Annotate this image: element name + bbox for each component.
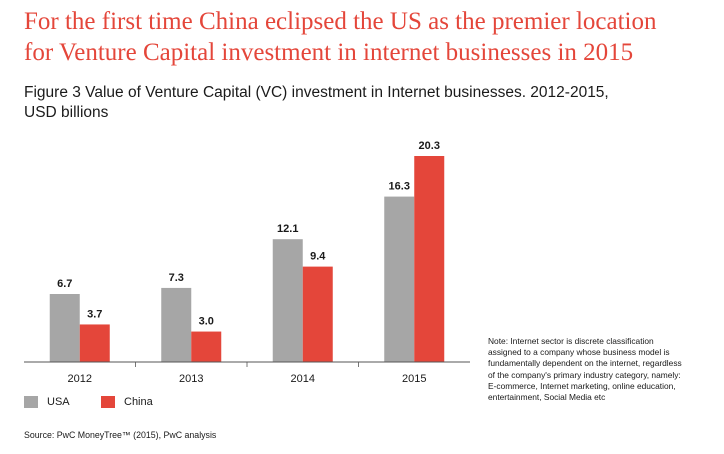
bar-usa-2013 (161, 287, 192, 362)
legend-label-china: China (124, 396, 153, 408)
data-label-china-2012: 3.7 (87, 308, 102, 320)
chart-note: Note: Internet sector is discrete classi… (488, 336, 720, 403)
figure-title-line-2: USD billions (24, 104, 109, 121)
figure-title-line-1: Figure 3 Value of Venture Capital (VC) i… (24, 84, 609, 101)
data-label-usa-2013: 7.3 (169, 272, 184, 284)
bar-china-2014 (302, 266, 333, 362)
data-label-usa-2014: 12.1 (277, 223, 298, 235)
figure-title: Figure 3 Value of Venture Capital (VC) i… (24, 83, 714, 123)
x-tick-label-2015: 2015 (402, 373, 426, 385)
bar-usa-2014 (272, 239, 303, 362)
headline: For the first time China eclipsed the US… (24, 6, 714, 68)
bar-china-2012 (79, 324, 110, 362)
data-label-china-2014: 9.4 (310, 251, 326, 263)
x-tick-label-2013: 2013 (179, 373, 203, 385)
source-credit: Source: PwC MoneyTree™ (2015), PwC analy… (24, 430, 217, 440)
x-tick-label-2014: 2014 (291, 373, 315, 385)
legend-item-china: China (101, 396, 153, 408)
note-line-3: fundamentally dependent on the internet,… (488, 358, 682, 369)
note-line-6: entertainment, Social Media etc (488, 392, 606, 403)
bar-usa-2015 (384, 196, 415, 362)
legend-item-usa: USA (24, 396, 70, 408)
legend-label-usa: USA (47, 396, 70, 408)
note-line-1: Note: Internet sector is discrete classi… (488, 336, 654, 346)
note-line-4: of the company's primary industry catego… (488, 369, 681, 380)
data-label-china-2015: 20.3 (419, 140, 440, 152)
legend-swatch-china (101, 396, 115, 408)
bar-usa-2012 (49, 294, 80, 362)
x-tick-label-2012: 2012 (68, 373, 92, 385)
note-line-5: E-commerce, Internet marketing, online e… (488, 380, 676, 391)
headline-line-2: for Venture Capital investment in intern… (24, 39, 634, 66)
bar-china-2015 (414, 156, 445, 362)
note-line-2: assigned to a company whose business mod… (488, 347, 670, 358)
data-label-usa-2015: 16.3 (389, 181, 410, 193)
bar-china-2013 (191, 331, 222, 362)
legend-swatch-usa (24, 396, 38, 408)
data-label-china-2013: 3.0 (199, 316, 214, 328)
headline-line-1: For the first time China eclipsed the US… (24, 8, 657, 35)
data-label-usa-2012: 6.7 (57, 278, 72, 290)
